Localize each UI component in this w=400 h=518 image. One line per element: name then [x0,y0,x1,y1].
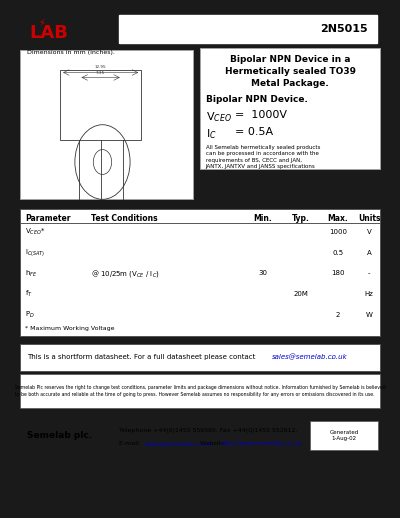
Text: 180: 180 [331,270,345,277]
Bar [60,70,141,140]
Text: Semelab Plc reserves the right to change test conditions, parameter limits and p: Semelab Plc reserves the right to change… [15,385,385,397]
Text: 0.5: 0.5 [332,250,344,255]
Text: V: V [367,228,372,235]
Text: Parameter: Parameter [25,214,71,223]
Text: Dimensions in mm (inches).: Dimensions in mm (inches). [27,50,115,55]
Text: =  1000V: = 1000V [235,110,287,120]
Text: Bipolar NPN Device in a
Hermetically sealed TO39
Metal Package.: Bipolar NPN Device in a Hermetically sea… [225,55,356,88]
Text: Test Conditions: Test Conditions [92,214,158,223]
Bar [20,50,193,199]
Text: Min.: Min. [253,214,272,223]
Text: V$_{CEO}$*: V$_{CEO}$* [25,226,46,237]
Text: V$_{CEO}$: V$_{CEO}$ [206,110,231,124]
Text: 7.35: 7.35 [96,71,105,75]
Text: 20M: 20M [294,291,309,297]
Text: W: W [366,312,373,318]
Text: Typ.: Typ. [292,214,310,223]
Text: All Semelab hermetically sealed products
can be processed in accordance with the: All Semelab hermetically sealed products… [206,145,320,169]
Bar [20,343,380,371]
Text: Telephone +44(0)1455 556565. Fax +44(0)1455 552612.: Telephone +44(0)1455 556565. Fax +44(0)1… [119,428,298,433]
Text: LAB: LAB [30,24,68,42]
Bar [16,10,384,45]
Text: sales@semelab.co.uk: sales@semelab.co.uk [145,441,213,447]
Text: 2N5015: 2N5015 [320,24,368,34]
Text: 30: 30 [258,270,267,277]
Bar [20,375,380,408]
Text: = 0.5A: = 0.5A [235,127,273,137]
Text: f$_{T}$: f$_{T}$ [25,289,33,299]
Bar [310,421,378,451]
Bar [20,209,380,336]
Text: sales@semelab.co.uk: sales@semelab.co.uk [272,354,347,361]
Text: This is a shortform datasheet. For a full datasheet please contact: This is a shortform datasheet. For a ful… [27,354,258,361]
Text: 2: 2 [336,312,340,318]
Text: 1000: 1000 [329,228,347,235]
Text: Max.: Max. [328,214,348,223]
Text: Bipolar NPN Device.: Bipolar NPN Device. [206,95,307,104]
Text: * Maximum Working Voltage: * Maximum Working Voltage [25,326,115,331]
Text: Website:: Website: [196,441,230,447]
Bar [200,48,380,169]
Text: -: - [368,270,370,277]
Text: ⚡: ⚡ [38,18,45,28]
Text: http://www.semelab.co.uk: http://www.semelab.co.uk [220,441,302,447]
Text: Hz: Hz [365,291,374,297]
Text: Units: Units [358,214,380,223]
Text: .: . [331,354,333,361]
Text: I$_{C}$: I$_{C}$ [206,127,216,141]
Text: P$_{D}$: P$_{D}$ [25,310,35,320]
Text: A: A [367,250,372,255]
Bar [200,48,380,169]
Text: Generated
1-Aug-02: Generated 1-Aug-02 [330,430,359,441]
Text: I$_{C(SAT)}$: I$_{C(SAT)}$ [25,247,46,258]
Bar [20,50,193,199]
Text: h$_{FE}$: h$_{FE}$ [25,268,38,279]
Text: 12.95: 12.95 [95,65,106,69]
Text: E-mail:: E-mail: [119,441,143,447]
Text: Semelab plc.: Semelab plc. [27,431,92,440]
Text: @ 10/25m (V$_{CE}$ / I$_{C}$): @ 10/25m (V$_{CE}$ / I$_{C}$) [92,268,160,279]
Bar [119,16,377,42]
